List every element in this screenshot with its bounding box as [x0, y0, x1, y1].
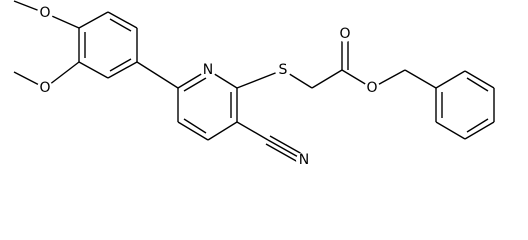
molecule: O O N S O O N	[13, 0, 495, 168]
bond	[107, 11, 138, 29]
atom-label: O	[339, 26, 350, 42]
bond	[267, 139, 301, 159]
label-bg	[37, 5, 53, 21]
bond	[464, 121, 495, 140]
bond	[177, 121, 209, 141]
bond	[183, 118, 207, 134]
bond	[435, 70, 466, 89]
bond	[183, 77, 207, 92]
atom-labels: O O N S O O N	[37, 5, 380, 168]
bond	[464, 70, 495, 89]
bond	[207, 121, 238, 141]
bond	[136, 61, 179, 89]
atom-label: N	[299, 152, 309, 168]
bond	[466, 77, 489, 92]
bond	[109, 58, 132, 72]
page: O O N S O O N (() => { const data = JSON…	[13, 0, 495, 168]
bond	[78, 11, 109, 29]
atom-label: S	[279, 62, 288, 78]
bond	[265, 143, 299, 163]
atom-label: N	[203, 62, 213, 78]
bond	[466, 118, 489, 133]
label-bg	[37, 80, 53, 96]
label-bg	[200, 62, 216, 78]
bond	[404, 69, 437, 89]
label-bg	[364, 80, 380, 96]
bond	[435, 121, 466, 140]
bond	[236, 69, 284, 89]
atom-label: O	[366, 80, 377, 96]
label-bg	[296, 152, 312, 168]
bond	[78, 61, 109, 79]
label-bg	[275, 62, 291, 78]
bond	[269, 135, 303, 155]
bond	[236, 121, 269, 141]
label-bg	[337, 26, 353, 42]
bond	[107, 61, 138, 79]
atom-label: O	[39, 5, 50, 21]
atom-label: O	[39, 80, 50, 96]
bond	[109, 18, 132, 32]
bonds	[13, 0, 495, 163]
bond	[311, 69, 343, 89]
